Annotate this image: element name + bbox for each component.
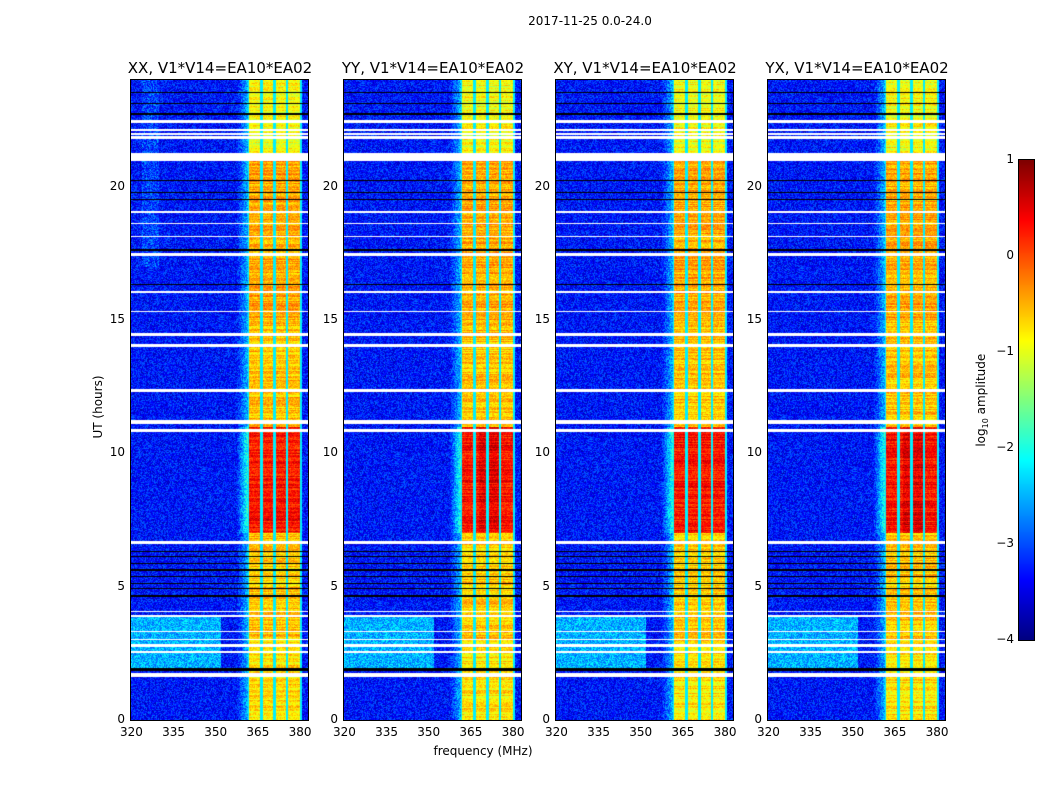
figure-title: 2017-11-25 0.0-24.0 bbox=[528, 14, 652, 28]
y-tick-label: 5 bbox=[542, 578, 550, 593]
y-tick-label: 20 bbox=[109, 178, 125, 193]
y-tick-label: 10 bbox=[534, 445, 550, 460]
y-tick-label: 5 bbox=[117, 578, 125, 593]
x-tick-label: 320 bbox=[757, 725, 780, 739]
x-tick-label: 365 bbox=[671, 725, 695, 739]
x-tick-label: 350 bbox=[417, 725, 441, 739]
x-tick-label: 380 bbox=[501, 725, 525, 739]
x-tick-label: 380 bbox=[925, 725, 949, 739]
panel-title-xy: XY, V1*V14=EA10*EA02 bbox=[553, 59, 737, 77]
x-tick-label: 335 bbox=[799, 725, 823, 739]
y-tick-label: 5 bbox=[754, 578, 762, 593]
x-tick-label: 320 bbox=[545, 725, 568, 739]
x-tick-label: 380 bbox=[288, 725, 312, 739]
heatmap-xx bbox=[130, 79, 309, 721]
x-tick-label: 365 bbox=[459, 725, 483, 739]
y-tick-label: 20 bbox=[322, 178, 338, 193]
panel-title-xx: XX, V1*V14=EA10*EA02 bbox=[127, 59, 313, 77]
y-tick-label: 5 bbox=[330, 578, 338, 593]
x-tick-label: 350 bbox=[841, 725, 865, 739]
x-tick-label: 380 bbox=[713, 725, 737, 739]
x-tick-label: 350 bbox=[629, 725, 653, 739]
y-tick-label: 15 bbox=[322, 312, 338, 326]
heatmap-xy bbox=[555, 79, 734, 721]
y-tick-label: 20 bbox=[746, 178, 762, 193]
y-tick-label: 15 bbox=[746, 312, 762, 326]
x-tick-label: 365 bbox=[246, 725, 270, 739]
x-tick-label: 365 bbox=[883, 725, 907, 739]
colorbar-tick-label: −3 bbox=[996, 536, 1014, 550]
y-tick-label: 20 bbox=[534, 178, 550, 193]
heatmap-yx bbox=[767, 79, 946, 721]
x-tick-label: 320 bbox=[333, 725, 356, 739]
x-tick-label: 320 bbox=[120, 725, 143, 739]
heatmap-yy bbox=[343, 79, 522, 721]
x-tick-label: 335 bbox=[587, 725, 611, 739]
y-axis-label: UT (hours) bbox=[91, 375, 105, 439]
x-tick-label: 335 bbox=[375, 725, 399, 739]
colorbar-label: log10 amplitude bbox=[973, 353, 991, 447]
y-tick-label: 15 bbox=[109, 312, 125, 326]
y-tick-label: 10 bbox=[322, 445, 338, 460]
x-tick-label: 350 bbox=[204, 725, 228, 739]
y-tick-label: 10 bbox=[109, 445, 125, 460]
colorbar-tick-label: −4 bbox=[996, 632, 1014, 646]
colorbar-tick-label: 0 bbox=[1006, 248, 1014, 262]
colorbar bbox=[1018, 159, 1035, 641]
y-tick-label: 10 bbox=[746, 445, 762, 460]
panel-title-yy: YY, V1*V14=EA10*EA02 bbox=[341, 59, 525, 77]
y-tick-label: 0 bbox=[542, 712, 550, 726]
panel-title-yx: YX, V1*V14=EA10*EA02 bbox=[765, 59, 949, 77]
y-tick-label: 15 bbox=[534, 312, 550, 326]
colorbar-tick-label: −2 bbox=[996, 440, 1014, 454]
colorbar-tick-label: 1 bbox=[1006, 152, 1014, 166]
y-tick-label: 0 bbox=[754, 712, 762, 726]
x-axis-label: frequency (MHz) bbox=[433, 744, 533, 758]
colorbar-tick-label: −1 bbox=[996, 344, 1014, 358]
y-tick-label: 0 bbox=[330, 712, 338, 726]
y-tick-label: 0 bbox=[117, 712, 125, 726]
x-tick-label: 335 bbox=[162, 725, 186, 739]
